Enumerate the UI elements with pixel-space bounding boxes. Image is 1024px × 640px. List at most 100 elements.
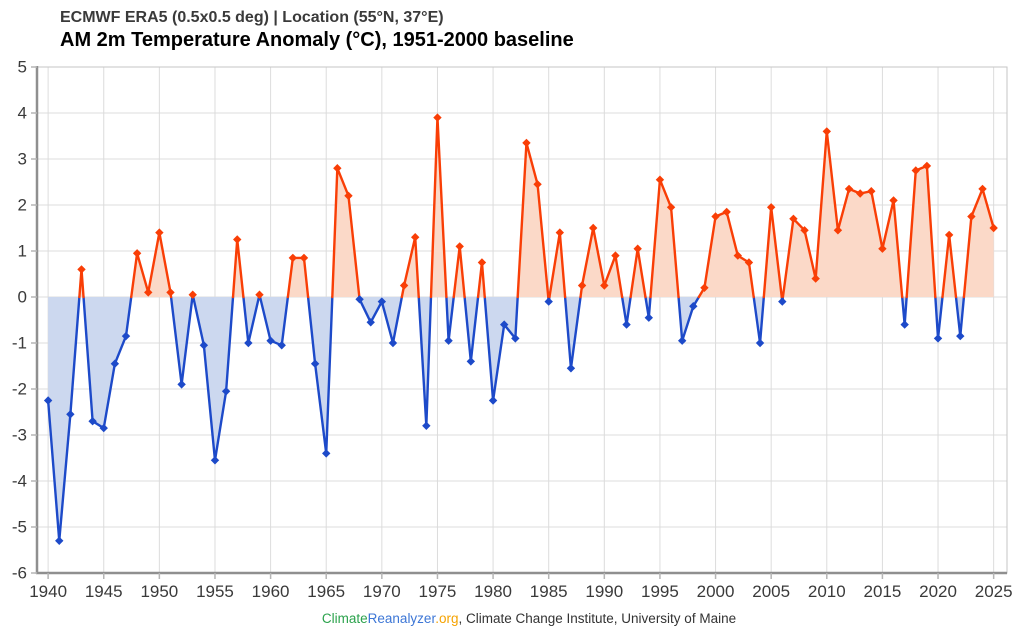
footer-suffix: , Climate Change Institute, University o… bbox=[458, 611, 737, 626]
data-point-1968 bbox=[355, 295, 364, 304]
y-tick-label: -3 bbox=[12, 426, 27, 445]
y-tick-label: -6 bbox=[12, 564, 27, 583]
data-point-2015 bbox=[878, 244, 887, 253]
data-point-1955 bbox=[210, 456, 220, 465]
data-point-2025 bbox=[989, 223, 998, 233]
x-tick-label: 1975 bbox=[419, 582, 457, 601]
x-tick-label: 2015 bbox=[863, 582, 901, 601]
data-point-1974 bbox=[422, 421, 431, 430]
data-point-1954 bbox=[199, 341, 209, 350]
x-tick-label: 1995 bbox=[641, 582, 679, 601]
data-point-2022 bbox=[956, 331, 965, 341]
x-tick-label: 2005 bbox=[752, 582, 790, 601]
footer-link[interactable]: ClimateReanalyzer.org bbox=[322, 611, 459, 626]
data-point-markers bbox=[43, 113, 998, 545]
y-tick-label: -4 bbox=[12, 472, 27, 491]
grid-lines bbox=[37, 66, 1007, 574]
y-tick-label: 1 bbox=[18, 242, 27, 261]
data-point-1953 bbox=[188, 290, 197, 299]
data-point-1948 bbox=[132, 249, 142, 258]
data-point-1983 bbox=[522, 138, 531, 148]
data-point-1999 bbox=[700, 283, 709, 292]
data-point-1957 bbox=[233, 235, 242, 244]
positive-area-fill bbox=[48, 117, 994, 297]
data-point-1956 bbox=[221, 387, 231, 396]
x-tick-label: 1960 bbox=[252, 582, 290, 601]
data-point-1987 bbox=[566, 364, 576, 373]
page-title: AM 2m Temperature Anomaly (°C), 1951-200… bbox=[60, 29, 574, 51]
x-tick-label: 2010 bbox=[808, 582, 846, 601]
data-point-1940 bbox=[43, 396, 53, 405]
x-tick-label: 2000 bbox=[697, 582, 735, 601]
data-point-1979 bbox=[477, 258, 487, 267]
x-tick-label: 1940 bbox=[29, 582, 67, 601]
data-point-2014 bbox=[867, 187, 876, 196]
data-point-2013 bbox=[855, 189, 865, 198]
data-point-1951 bbox=[166, 288, 175, 297]
data-point-1961 bbox=[277, 341, 286, 350]
data-point-2006 bbox=[778, 297, 787, 306]
data-point-1964 bbox=[310, 359, 320, 368]
x-tick-label: 1965 bbox=[307, 582, 345, 601]
data-point-1978 bbox=[466, 357, 476, 366]
data-point-2001 bbox=[722, 207, 731, 217]
data-point-2009 bbox=[811, 274, 820, 283]
y-tick-label: 2 bbox=[18, 196, 27, 215]
y-tick-label: -1 bbox=[12, 334, 27, 353]
data-point-1970 bbox=[377, 297, 387, 306]
x-tick-label: 1970 bbox=[363, 582, 401, 601]
data-point-1998 bbox=[689, 302, 698, 311]
data-point-2021 bbox=[944, 230, 954, 240]
data-point-1944 bbox=[88, 417, 97, 426]
y-tick-label: 4 bbox=[18, 104, 27, 123]
x-tick-label: 1990 bbox=[585, 582, 623, 601]
data-point-1981 bbox=[500, 320, 509, 329]
axis-ticks bbox=[31, 66, 995, 579]
data-point-1942 bbox=[66, 410, 75, 419]
data-point-1946 bbox=[110, 359, 120, 368]
data-point-2005 bbox=[766, 203, 776, 212]
data-point-2016 bbox=[889, 196, 898, 205]
data-point-1988 bbox=[577, 281, 587, 290]
y-tick-label: 0 bbox=[18, 288, 27, 307]
data-point-2003 bbox=[744, 258, 754, 267]
x-tick-label: 1955 bbox=[196, 582, 234, 601]
data-point-1973 bbox=[411, 233, 420, 242]
data-point-1963 bbox=[299, 253, 309, 263]
data-point-1945 bbox=[99, 423, 108, 433]
data-point-1941 bbox=[55, 536, 64, 545]
data-point-1985 bbox=[544, 297, 553, 306]
data-point-1993 bbox=[633, 244, 642, 253]
y-tick-label: -2 bbox=[12, 380, 27, 399]
data-point-1966 bbox=[333, 164, 342, 173]
data-point-1949 bbox=[144, 288, 153, 297]
data-point-1962 bbox=[288, 253, 298, 263]
data-point-1992 bbox=[622, 320, 631, 329]
footer: ClimateReanalyzer.org, Climate Change In… bbox=[0, 611, 1024, 626]
chart-source-line: ECMWF ERA5 (0.5x0.5 deg) | Location (55°… bbox=[60, 9, 444, 26]
negative-area-fill bbox=[48, 297, 994, 541]
data-point-1989 bbox=[588, 223, 598, 233]
data-point-1980 bbox=[488, 396, 498, 405]
data-point-1995 bbox=[655, 175, 665, 184]
data-point-2004 bbox=[755, 338, 765, 348]
data-point-2011 bbox=[833, 226, 843, 235]
data-point-2008 bbox=[800, 226, 809, 235]
x-tick-label: 1985 bbox=[530, 582, 568, 601]
footer-link-reanalyzer[interactable]: Reanalyzer bbox=[367, 611, 436, 626]
data-point-1947 bbox=[121, 331, 131, 341]
y-tick-label: 3 bbox=[18, 150, 27, 169]
data-point-1960 bbox=[266, 336, 275, 345]
data-point-2017 bbox=[900, 320, 909, 329]
footer-link-climate[interactable]: Climate bbox=[321, 611, 368, 626]
data-point-1952 bbox=[177, 380, 186, 389]
data-point-1977 bbox=[455, 242, 464, 251]
data-point-1984 bbox=[533, 180, 542, 189]
x-axis-labels: 1940 1945 1950 1955 1960 1965 1970 1975 1980 1985… bbox=[29, 582, 1012, 601]
data-point-1982 bbox=[511, 334, 520, 343]
data-point-1950 bbox=[155, 228, 164, 237]
footer-link-org[interactable]: .org bbox=[435, 611, 459, 626]
y-axis-labels: 5 4 3 2 1 0 -1 -2 -3 -4 -5 -6 bbox=[12, 58, 27, 583]
data-point-1943 bbox=[77, 265, 86, 274]
